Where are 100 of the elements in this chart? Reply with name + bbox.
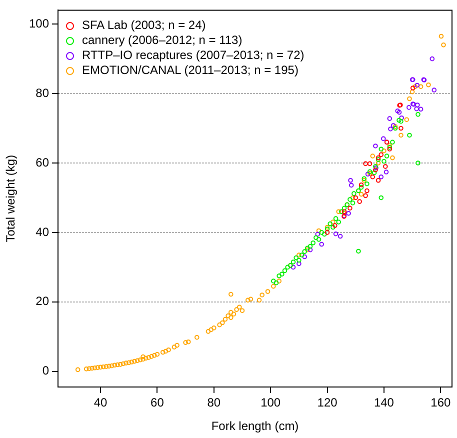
- point: [294, 255, 298, 260]
- y-axis-title: Total weight (kg): [4, 154, 18, 242]
- point: [415, 102, 420, 108]
- point: [352, 191, 356, 196]
- y-tick-label: 80: [36, 86, 50, 100]
- point: [276, 273, 282, 278]
- point: [378, 146, 384, 152]
- point: [314, 235, 318, 240]
- x-tick-label: 140: [374, 396, 394, 410]
- point: [358, 182, 364, 188]
- point: [274, 280, 279, 286]
- point: [285, 264, 290, 270]
- point: [308, 247, 313, 252]
- point: [290, 264, 296, 270]
- point: [414, 106, 419, 112]
- point: [364, 188, 370, 194]
- point: [280, 272, 284, 277]
- point: [348, 206, 352, 211]
- y-tick-label: 20: [36, 294, 50, 308]
- x-tick-label: 120: [317, 396, 338, 410]
- x-tick-label: 100: [260, 396, 281, 410]
- point: [364, 181, 370, 186]
- point: [378, 195, 384, 200]
- point: [372, 170, 377, 176]
- point: [407, 132, 412, 138]
- point: [296, 258, 302, 263]
- point: [367, 161, 372, 166]
- point: [350, 200, 356, 206]
- x-tick-label: 160: [430, 396, 451, 410]
- x-tick-label: 40: [94, 396, 108, 410]
- point: [416, 112, 420, 117]
- point: [373, 168, 378, 172]
- point: [376, 178, 381, 183]
- point: [346, 210, 351, 216]
- point: [370, 174, 376, 180]
- point: [387, 116, 392, 121]
- point: [319, 230, 324, 235]
- point: [396, 110, 402, 115]
- point: [296, 261, 302, 266]
- point: [378, 152, 384, 158]
- point: [430, 56, 435, 62]
- point: [310, 240, 316, 246]
- point: [319, 242, 324, 247]
- point: [308, 244, 313, 249]
- point: [336, 220, 342, 224]
- point: [271, 278, 276, 284]
- point: [396, 118, 402, 123]
- y-tick-label: 40: [36, 224, 50, 239]
- point: [382, 164, 388, 169]
- point: [363, 161, 368, 166]
- point: [290, 260, 296, 264]
- point: [398, 126, 404, 131]
- x-tick-label: 60: [150, 396, 164, 410]
- point: [390, 140, 395, 145]
- legend-label: EMOTION/CANAL (2011–2013; n = 195): [82, 63, 298, 78]
- point: [328, 221, 333, 226]
- point: [353, 195, 358, 200]
- point: [282, 268, 288, 274]
- point: [322, 232, 327, 237]
- point: [333, 216, 338, 221]
- point: [338, 234, 343, 239]
- point: [348, 197, 352, 202]
- point: [416, 160, 420, 166]
- x-axis-title: Fork length (cm): [211, 419, 299, 434]
- point: [357, 199, 362, 204]
- point: [324, 230, 330, 235]
- point: [418, 106, 424, 112]
- point: [410, 86, 416, 90]
- point: [432, 88, 437, 92]
- point: [388, 126, 393, 132]
- point: [302, 249, 308, 254]
- point: [384, 154, 390, 158]
- x-tick-label: 80: [207, 396, 221, 410]
- point: [356, 248, 361, 254]
- y-tick-label: 60: [36, 155, 50, 170]
- point: [302, 254, 308, 260]
- point: [378, 174, 384, 180]
- point: [398, 118, 404, 124]
- point: [395, 108, 400, 114]
- y-tick-label: 100: [28, 16, 50, 30]
- point: [363, 193, 368, 198]
- legend-label: RTTP–IO recaptures (2007–2013; n = 72): [82, 48, 304, 64]
- point: [333, 231, 338, 236]
- point: [381, 136, 386, 142]
- point: [315, 232, 320, 237]
- y-tick-label: 0: [42, 364, 50, 378]
- point: [358, 184, 364, 190]
- point: [384, 170, 389, 174]
- point: [348, 178, 353, 183]
- point: [399, 115, 404, 120]
- point: [316, 237, 322, 242]
- point: [299, 252, 304, 258]
- point: [348, 182, 354, 188]
- point: [342, 206, 347, 211]
- point: [382, 158, 386, 164]
- point: [406, 105, 412, 110]
- point: [339, 209, 344, 214]
- legend-label: cannery (2006–2012; n = 113): [82, 33, 242, 48]
- point: [373, 144, 378, 148]
- legend-label: SFA Lab (2003; n = 24): [82, 18, 206, 34]
